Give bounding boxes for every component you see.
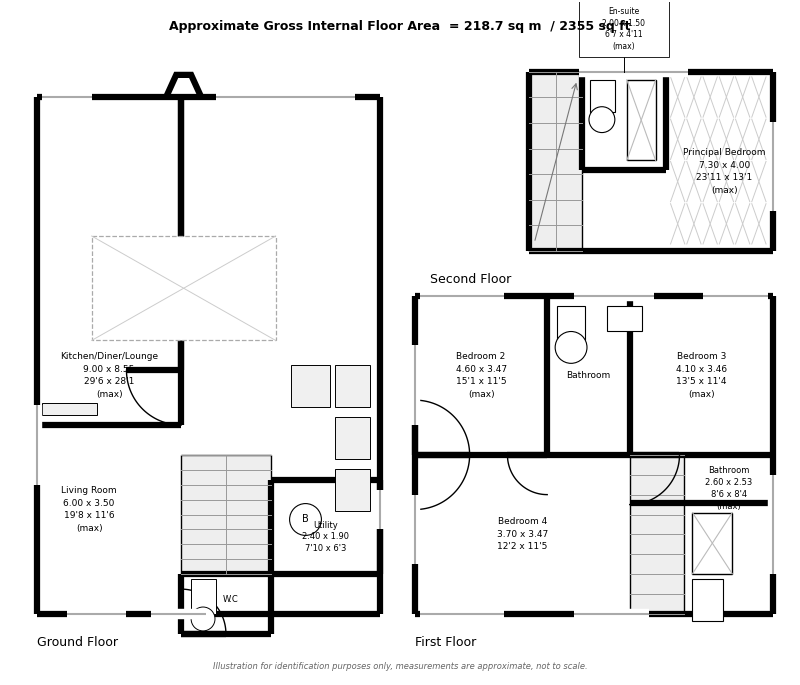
Text: Living Room
6.00 x 3.50
19'8 x 11'6
(max): Living Room 6.00 x 3.50 19'8 x 11'6 (max… [62,486,117,533]
Bar [626,80,656,160]
Text: Principal Bedroom
7.30 x 4.00
23'11 x 13'1
(max): Principal Bedroom 7.30 x 4.00 23'11 x 13… [683,148,766,195]
Bar [92,236,276,340]
Text: First Floor: First Floor [415,636,476,649]
Bar [579,0,669,57]
Bar [557,306,585,340]
Bar [335,417,370,459]
Bar [335,469,370,510]
Bar [42,403,97,415]
Text: Bedroom 2
4.60 x 3.47
15'1 x 11'5
(max): Bedroom 2 4.60 x 3.47 15'1 x 11'5 (max) [455,352,506,399]
Text: Illustration for identification purposes only, measurements are approximate, not: Illustration for identification purposes… [213,662,587,671]
Circle shape [555,332,587,363]
Bar [530,72,582,251]
Text: B: B [302,514,309,525]
Circle shape [290,503,322,536]
Text: Bedroom 4
3.70 x 3.47
12'2 x 11'5: Bedroom 4 3.70 x 3.47 12'2 x 11'5 [497,517,548,551]
Text: Utility
2.40 x 1.90
7'10 x 6'3: Utility 2.40 x 1.90 7'10 x 6'3 [302,521,349,553]
Text: Second Floor: Second Floor [430,273,511,286]
Bar [693,579,723,621]
Bar [590,80,615,112]
Text: Bathroom
2.60 x 2.53
8'6 x 8'4
(max): Bathroom 2.60 x 2.53 8'6 x 8'4 (max) [705,466,752,511]
Text: Bathroom: Bathroom [566,371,610,379]
Text: Approximate Gross Internal Floor Area  = 218.7 sq m  / 2355 sq ft: Approximate Gross Internal Floor Area = … [170,20,630,33]
Circle shape [191,607,215,631]
Bar [630,455,685,614]
Bar [191,580,216,614]
Bar [178,371,184,425]
Text: En-suite
2.00 x 1.50
6'7 x 4'11
(max): En-suite 2.00 x 1.50 6'7 x 4'11 (max) [602,8,646,51]
Bar [693,512,732,574]
Bar [607,306,642,330]
Text: W.C: W.C [223,595,238,603]
Text: Kitchen/Diner/Lounge
9.00 x 8.55
29'6 x 28'1
(max): Kitchen/Diner/Lounge 9.00 x 8.55 29'6 x … [60,352,158,399]
Text: Bedroom 3
4.10 x 3.46
13'5 x 11'4
(max): Bedroom 3 4.10 x 3.46 13'5 x 11'4 (max) [676,352,727,399]
Bar [181,455,270,574]
Text: Ground Floor: Ground Floor [37,636,118,649]
Circle shape [589,107,615,133]
Bar [290,365,330,407]
Bar [335,365,370,407]
